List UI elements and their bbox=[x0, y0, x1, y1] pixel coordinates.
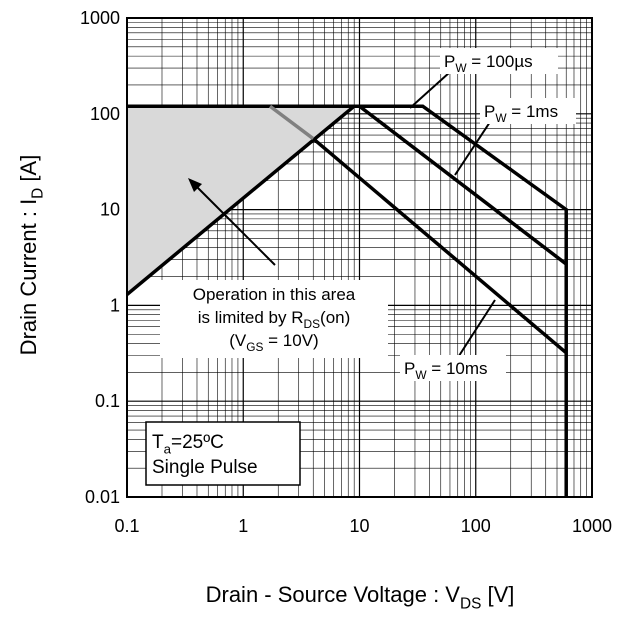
text-part: [A] bbox=[16, 155, 41, 188]
y-tick-label: 10 bbox=[100, 200, 120, 220]
label-box bbox=[480, 98, 576, 124]
y-tick-label: 0.01 bbox=[85, 487, 120, 507]
subscript: W bbox=[415, 368, 427, 382]
x-tick-label: 10 bbox=[349, 516, 369, 536]
annotation: (VGS = 10V) bbox=[229, 331, 318, 354]
series-line bbox=[127, 104, 568, 497]
text-part: (on) bbox=[320, 308, 350, 327]
x-tick-label: 100 bbox=[461, 516, 491, 536]
annotation: Single Pulse bbox=[152, 457, 258, 478]
annotation: PW = 100µs bbox=[444, 52, 533, 75]
text-part: Operation in this area bbox=[193, 285, 356, 304]
subscript: DS bbox=[304, 317, 321, 331]
y-tick-label: 1000 bbox=[80, 8, 120, 28]
text-part: [V] bbox=[481, 582, 514, 607]
text-part: =25ºC bbox=[171, 432, 224, 453]
label-box bbox=[145, 421, 301, 486]
leader bbox=[409, 71, 451, 109]
arrow-head bbox=[188, 178, 202, 192]
text-part: P bbox=[404, 359, 415, 378]
arrow-line bbox=[191, 181, 276, 266]
annotation: PW = 1ms bbox=[484, 102, 558, 125]
y-tick-label: 0.1 bbox=[95, 391, 120, 411]
y-tick-label: 1 bbox=[110, 295, 120, 315]
annotation: Ta=25ºC bbox=[152, 432, 224, 457]
series-line bbox=[358, 104, 568, 266]
leader bbox=[454, 299, 496, 363]
subscript: W bbox=[495, 111, 507, 125]
text-part: = 10ms bbox=[427, 359, 488, 378]
subscript: a bbox=[164, 442, 172, 457]
label-box bbox=[160, 280, 388, 358]
text-part: Single Pulse bbox=[152, 457, 258, 478]
subscript: DS bbox=[460, 596, 481, 613]
plot bbox=[125, 104, 568, 497]
series-line bbox=[312, 137, 568, 355]
y-tick-label: 100 bbox=[90, 104, 120, 124]
labels: 0.1 1 10 100 1000 0.01 0.1 1 10 100 1000 Drain - So… bbox=[16, 8, 612, 613]
label-box bbox=[440, 48, 558, 74]
leader bbox=[454, 121, 491, 176]
x-tick-label: 1 bbox=[238, 516, 248, 536]
text-part: is limited by R bbox=[198, 308, 304, 327]
text-part: = 100µs bbox=[467, 52, 533, 71]
annotation: is limited by RDS(on) bbox=[198, 308, 351, 331]
text-part: P bbox=[484, 102, 495, 121]
plot-frame bbox=[126, 17, 593, 498]
text-part: Drain - Source Voltage : V bbox=[206, 582, 461, 607]
text-part: = 10V) bbox=[263, 331, 318, 350]
text-part: = 1ms bbox=[507, 102, 559, 121]
series-line bbox=[125, 104, 356, 296]
subscript: D bbox=[30, 188, 47, 199]
subscript: GS bbox=[246, 340, 263, 354]
series-line bbox=[268, 104, 315, 141]
x-tick-label: 1000 bbox=[572, 516, 612, 536]
label-box bbox=[400, 355, 506, 381]
x-tick-label: 0.1 bbox=[114, 516, 139, 536]
x-axis-label: Drain - Source Voltage : VDS [V] bbox=[206, 582, 515, 613]
text-part: T bbox=[152, 432, 164, 453]
subscript: W bbox=[455, 61, 467, 75]
annotation: Operation in this area bbox=[193, 285, 356, 304]
text-part: Drain Current : I bbox=[16, 199, 41, 356]
annotation: PW = 10ms bbox=[404, 359, 488, 382]
y-axis-label: Drain Current : ID [A] bbox=[16, 155, 47, 356]
text-part: (V bbox=[229, 331, 247, 350]
text-part: P bbox=[444, 52, 455, 71]
